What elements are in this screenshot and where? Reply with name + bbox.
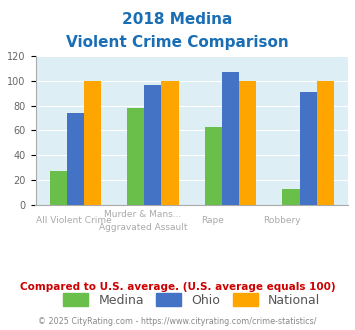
Bar [283, 188, 300, 205]
Text: Rape: Rape [201, 216, 224, 225]
Text: Compared to U.S. average. (U.S. average equals 100): Compared to U.S. average. (U.S. average … [20, 282, 335, 292]
Text: © 2025 CityRating.com - https://www.cityrating.com/crime-statistics/: © 2025 CityRating.com - https://www.city… [38, 317, 317, 326]
Bar [162, 81, 179, 205]
Text: Murder & Mans...: Murder & Mans... [104, 210, 182, 218]
Text: Robbery: Robbery [263, 216, 301, 225]
Legend: Medina, Ohio, National: Medina, Ohio, National [58, 288, 325, 312]
Bar [300, 92, 317, 205]
Bar [239, 81, 256, 205]
Bar [50, 171, 67, 205]
Bar [67, 113, 84, 205]
Bar [222, 72, 239, 205]
Text: Violent Crime Comparison: Violent Crime Comparison [66, 35, 289, 50]
Text: Aggravated Assault: Aggravated Assault [99, 223, 187, 232]
Text: All Violent Crime: All Violent Crime [36, 216, 111, 225]
Bar [144, 84, 162, 205]
Bar [205, 127, 222, 205]
Bar [317, 81, 334, 205]
Bar [84, 81, 101, 205]
Text: 2018 Medina: 2018 Medina [122, 12, 233, 26]
Bar [127, 108, 144, 205]
